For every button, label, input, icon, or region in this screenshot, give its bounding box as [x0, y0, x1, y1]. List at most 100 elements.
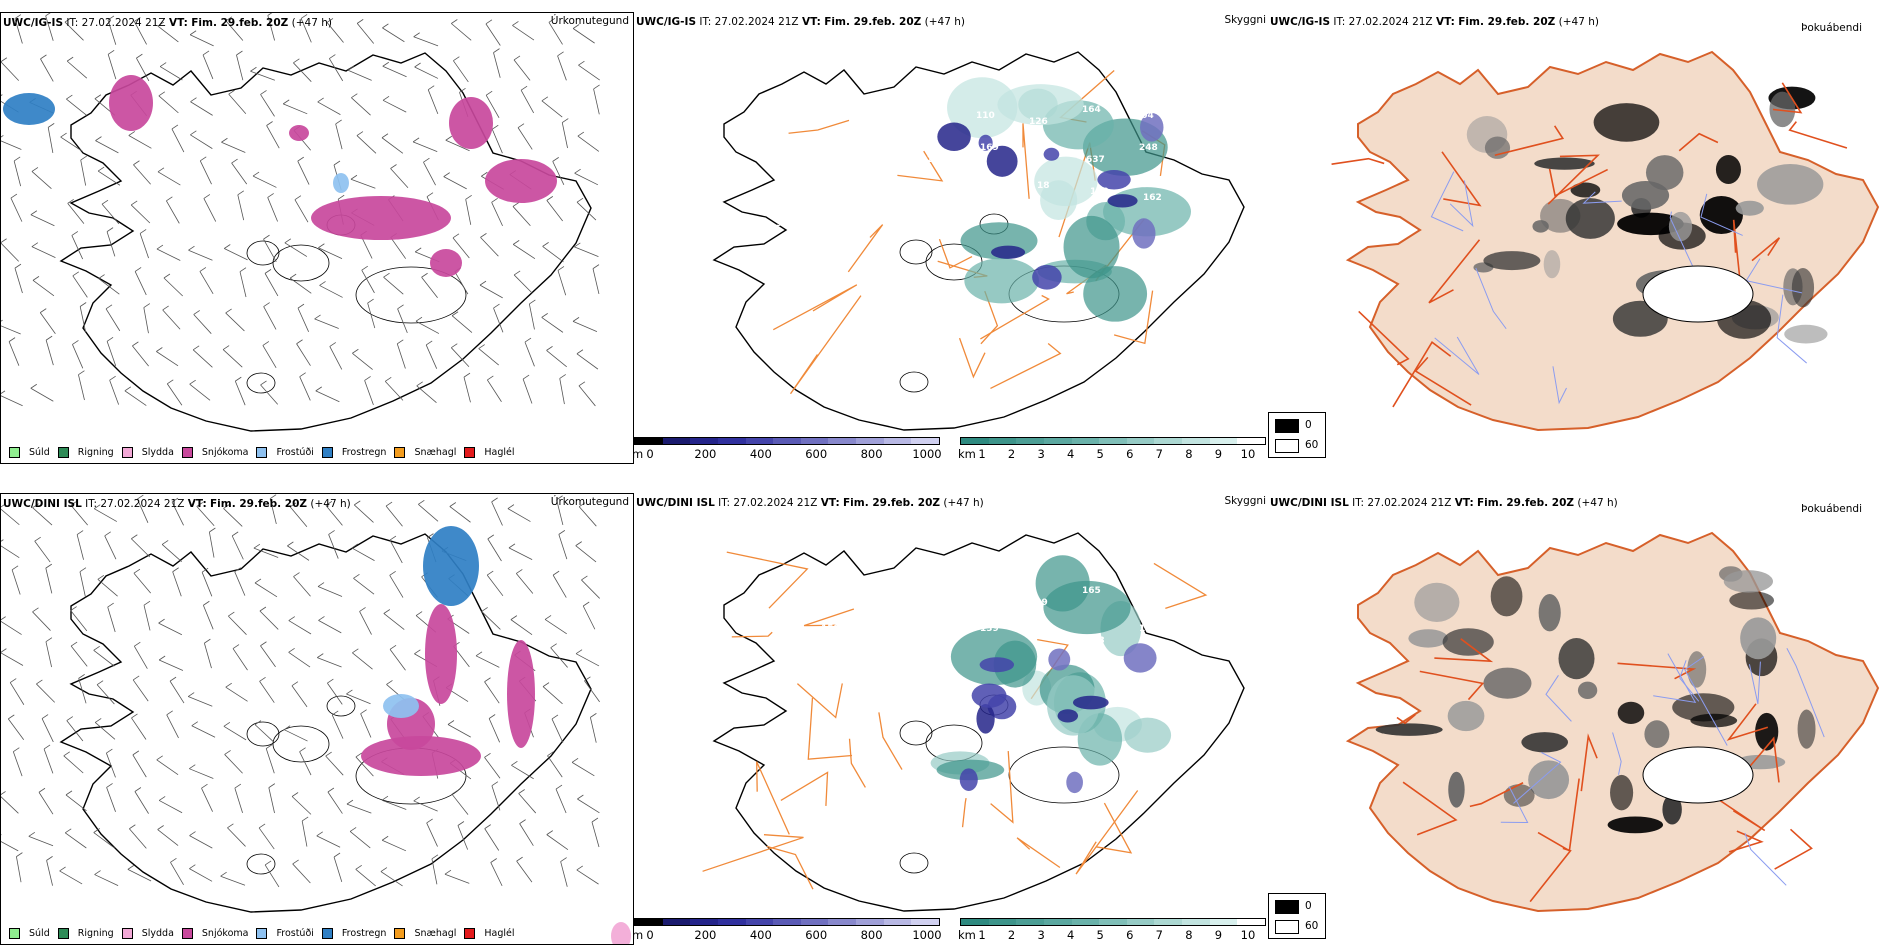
precip-area [449, 97, 493, 149]
wind-barb [189, 34, 214, 47]
wind-barb-flag [234, 783, 242, 789]
wind-barb-flag [66, 94, 73, 100]
wind-barb [188, 249, 213, 261]
colorbar-segment [1099, 438, 1127, 444]
wind-barb [390, 168, 409, 189]
wind-barb [1, 796, 19, 814]
wind-barb [234, 571, 246, 596]
wind-barb-flag [94, 718, 102, 723]
wind-barb [558, 534, 568, 560]
scale-tick: 200 [694, 447, 717, 461]
legend-item-rigning: Rigning [57, 928, 114, 939]
wind-barb [16, 856, 22, 883]
wind-barb-flag [361, 265, 368, 271]
wind-barb [95, 140, 119, 154]
wind-barb-flag [71, 231, 79, 236]
wind-barb-flag [190, 130, 197, 136]
wind-barb-flag [47, 123, 55, 128]
wind-barb-flag [389, 645, 397, 650]
wind-barb [191, 725, 216, 738]
wind-barb-flag [487, 570, 494, 576]
wind-barb-flag [544, 615, 552, 620]
fog-blob [1729, 591, 1775, 610]
wind-barb-flag [250, 66, 257, 72]
fog-blob [1715, 154, 1741, 184]
wind-barb [288, 651, 311, 668]
river-line [1679, 660, 1700, 702]
wind-barb-flag [224, 244, 231, 249]
wind-barb-flag [222, 345, 230, 350]
wind-barb-flag [317, 653, 324, 658]
ceiling-value-label: 169 [927, 636, 946, 646]
colorbar-segment [717, 438, 746, 444]
wind-barb [528, 303, 535, 330]
wind-barb [132, 754, 147, 778]
wind-barb-flag [381, 795, 389, 801]
wind-barb [561, 122, 568, 149]
wind-barb-flag [552, 570, 560, 576]
wind-barb-flag [385, 377, 392, 382]
wind-barb [317, 586, 343, 597]
wind-barb [161, 544, 182, 562]
wind-barb-flag [353, 573, 360, 579]
ceiling-value-label: 315 [768, 155, 787, 165]
wind-barb [318, 620, 342, 634]
wind-barb-flag [367, 298, 374, 304]
fog-blob [1528, 760, 1570, 800]
wind-barb [258, 827, 275, 850]
wind-barb-flag [228, 89, 235, 95]
wind-barb-flag [134, 267, 142, 272]
wind-barb-flag [451, 311, 459, 317]
legend-item-slydda: Slydda [121, 447, 174, 458]
wind-barb [577, 135, 600, 152]
river-line [1748, 661, 1761, 705]
wind-barb-flag [64, 17, 72, 23]
wind-barb-flag [254, 720, 262, 725]
wind-barb [269, 498, 277, 525]
legend-swatch [9, 928, 20, 939]
wind-barb-flag [577, 794, 584, 800]
fog-blob [1408, 629, 1448, 648]
wind-barb-flag [382, 95, 390, 101]
wind-barb-flag [38, 787, 46, 793]
ceiling-value-label: 164 [1082, 105, 1101, 115]
fog-blob [1735, 200, 1764, 216]
wind-barb [11, 569, 21, 595]
wind-barb [484, 681, 500, 704]
wind-barb-flag [382, 61, 390, 67]
wind-barb [513, 274, 533, 294]
ceiling-value-label: 283 [772, 187, 791, 197]
wind-barb [170, 862, 184, 885]
scale-tick: 3 [1037, 447, 1045, 461]
legend-label: Rigning [77, 447, 114, 458]
road-line [897, 150, 944, 182]
wind-barb [127, 869, 152, 882]
wind-barb [491, 785, 501, 811]
wind-barb [577, 798, 600, 814]
legend-item-frostregn: Frostregn [321, 928, 386, 939]
precip-area [289, 125, 309, 141]
wind-barb [203, 643, 212, 669]
wind-barb [418, 504, 439, 522]
colorbar-segment [1182, 438, 1210, 444]
fog-blob [1607, 816, 1664, 834]
wind-barb [189, 383, 211, 401]
road-line [1774, 828, 1813, 870]
wind-barb-flag [156, 244, 164, 250]
fog-blob [1483, 251, 1541, 271]
wind-barb-flag [294, 195, 302, 201]
wind-barb [28, 835, 54, 847]
wind-barb-flag [31, 242, 39, 247]
wind-barb-flag [574, 242, 581, 248]
wind-barb [72, 275, 88, 298]
wind-barb [491, 202, 503, 227]
wind-barb-flag [383, 272, 390, 278]
wind-barb [293, 576, 311, 597]
wind-barb-flag [326, 18, 334, 23]
road-line [1441, 151, 1482, 207]
fog-blob [1565, 198, 1615, 239]
legend-item-frostregn: Frostregn [321, 447, 386, 458]
wind-barb-flag [481, 607, 488, 612]
wind-barb-flag [296, 339, 303, 345]
fog-swatch-0 [1275, 900, 1299, 914]
